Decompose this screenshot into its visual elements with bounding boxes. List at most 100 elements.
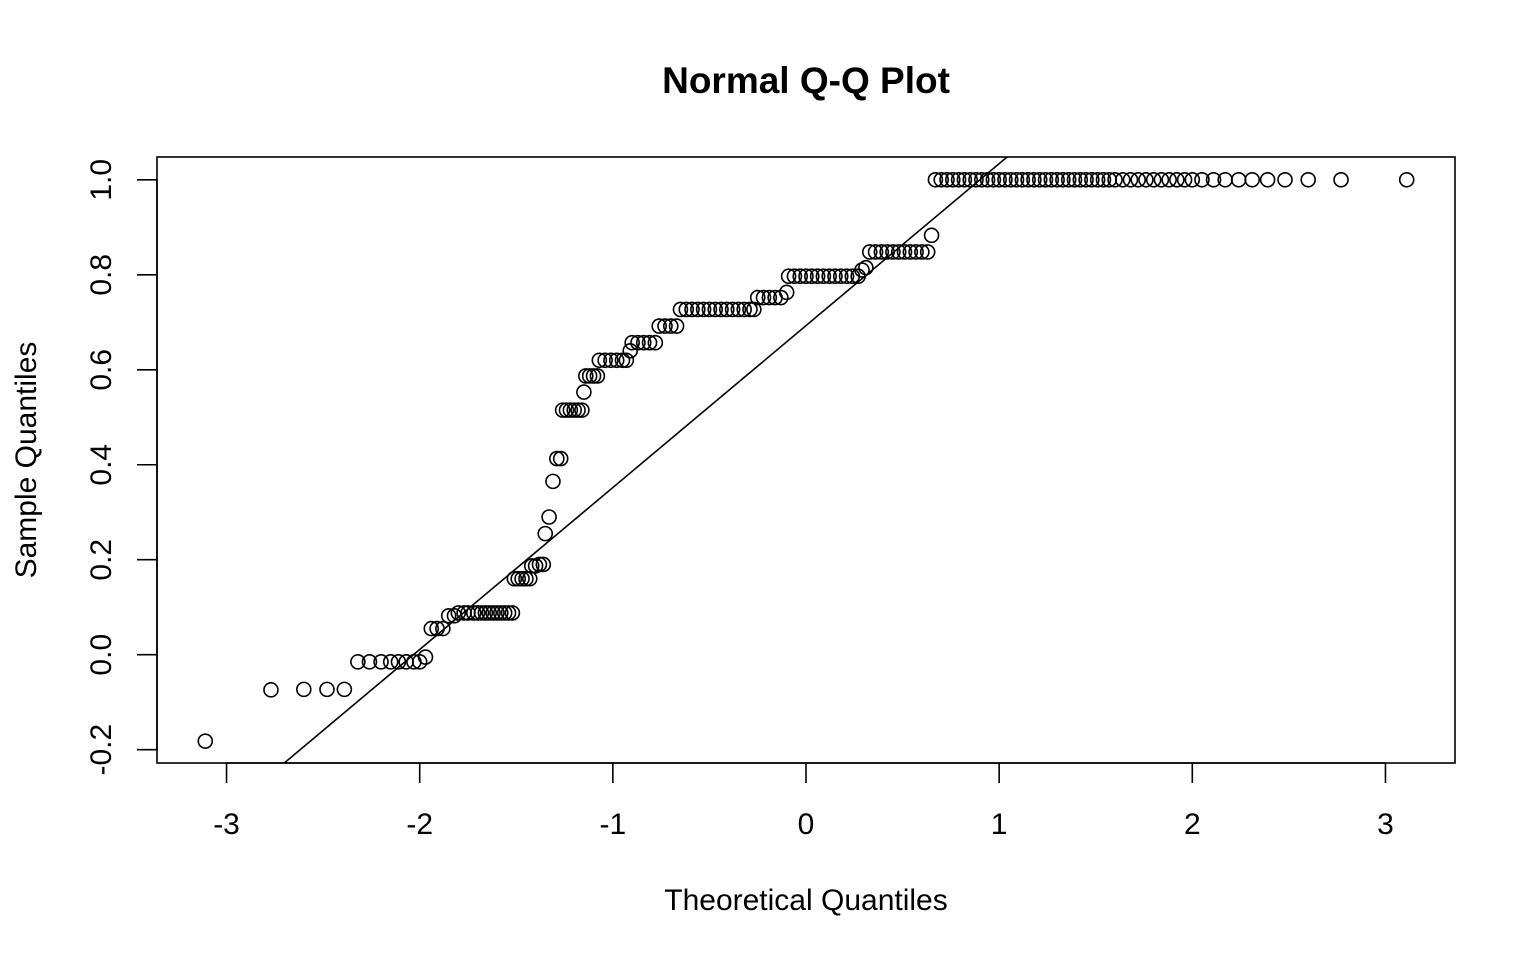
data-point: [1114, 171, 1131, 188]
data-point: [914, 244, 930, 260]
data-point: [549, 450, 565, 467]
data-point: [1145, 171, 1162, 188]
data-point: [624, 334, 640, 351]
data-point: [923, 227, 940, 244]
data-point: [854, 262, 870, 278]
data-point: [531, 556, 548, 573]
x-axis: -3 -2 -1 0 1 2 3: [213, 762, 1394, 841]
data-point: [861, 244, 878, 260]
data-point: [662, 318, 679, 334]
data-point: [562, 402, 579, 418]
data-point: [423, 620, 440, 637]
data-point: [647, 334, 664, 351]
data-point: [435, 620, 451, 637]
data-point: [1084, 171, 1100, 188]
data-point: [730, 301, 747, 318]
data-point: [473, 605, 490, 621]
data-point: [1043, 171, 1060, 188]
data-point: [1176, 171, 1193, 188]
data-point: [1037, 171, 1054, 188]
data-point: [792, 268, 809, 285]
x-axis-label: Theoretical Quantiles: [664, 884, 947, 917]
data-point: [742, 301, 758, 318]
data-point: [719, 301, 735, 318]
data-point: [417, 649, 434, 665]
y-tick-label: 0.4: [85, 444, 118, 486]
data-point: [469, 605, 486, 621]
data-point: [919, 244, 936, 260]
data-point: [622, 342, 639, 359]
x-tick-label: 1: [991, 808, 1008, 841]
data-point: [614, 352, 631, 369]
data-point: [496, 605, 513, 621]
data-point: [1300, 171, 1317, 188]
data-point: [1072, 171, 1089, 188]
y-tick-label: 1.0: [85, 159, 118, 201]
data-point: [1259, 171, 1276, 188]
data-point: [514, 570, 530, 587]
data-point: [657, 318, 673, 334]
data-point: [1184, 171, 1201, 188]
data-point: [678, 301, 695, 318]
data-point: [749, 289, 766, 306]
y-axis: -0.2 0.0 0.2 0.4 0.6 0.8 1.0: [85, 159, 158, 776]
data-point: [545, 473, 561, 490]
data-point: [1014, 171, 1031, 188]
data-point: [908, 244, 924, 260]
data-point: [968, 171, 984, 188]
data-point: [1153, 171, 1170, 188]
y-tick-label: 0.0: [85, 634, 118, 676]
data-point: [979, 171, 996, 188]
data-point: [319, 681, 335, 698]
data-point: [635, 334, 652, 351]
data-point: [1398, 171, 1415, 188]
data-point: [939, 171, 955, 188]
data-point: [1205, 171, 1222, 188]
data-point: [991, 171, 1007, 188]
data-point: [821, 268, 837, 285]
data-point: [440, 607, 457, 624]
data-points: [197, 171, 1415, 749]
data-point: [504, 605, 521, 621]
data-point: [197, 733, 214, 749]
data-point: [1333, 171, 1349, 188]
data-point: [780, 268, 797, 285]
data-point: [902, 244, 919, 260]
data-point: [576, 384, 592, 400]
data-point: [701, 301, 718, 318]
data-point: [944, 171, 961, 188]
data-point: [1002, 171, 1019, 188]
data-point: [838, 268, 855, 285]
data-point: [827, 268, 843, 285]
data-point: [651, 318, 668, 334]
data-point: [1008, 171, 1025, 188]
data-point: [535, 556, 552, 573]
data-point: [518, 570, 534, 587]
data-point: [1031, 171, 1048, 188]
data-point: [481, 605, 498, 621]
data-point: [411, 654, 428, 670]
data-point: [1055, 171, 1071, 188]
data-point: [263, 682, 279, 698]
data-point: [1078, 171, 1094, 188]
data-point: [858, 259, 874, 276]
x-tick-label: -3: [213, 808, 240, 841]
data-point: [506, 570, 523, 587]
plot-frame: [156, 156, 1456, 764]
data-point: [1060, 171, 1077, 188]
qq-reference-line: [283, 157, 1009, 763]
data-point: [927, 171, 944, 188]
data-point: [885, 244, 901, 260]
data-point: [585, 368, 602, 384]
data-point: [361, 654, 378, 670]
data-point: [630, 334, 646, 351]
data-point: [973, 171, 990, 188]
data-point: [589, 368, 606, 384]
data-point: [382, 654, 399, 670]
data-point: [950, 171, 967, 188]
data-point: [956, 171, 973, 188]
data-point: [1107, 171, 1123, 188]
data-point: [1244, 171, 1260, 188]
data-point: [879, 244, 895, 260]
y-tick-label: -0.2: [85, 724, 118, 776]
